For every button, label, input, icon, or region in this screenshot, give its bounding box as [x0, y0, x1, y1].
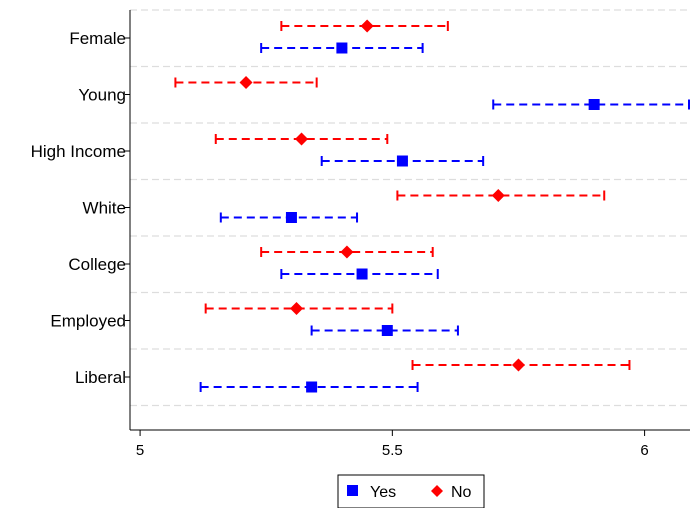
- point-yes-white: [285, 212, 297, 223]
- legend-label-no: No: [451, 484, 472, 501]
- axes: [129, 10, 690, 431]
- series-yes: [199, 42, 690, 393]
- series-no: [174, 19, 631, 372]
- x-ticks: 5 5.5 6: [136, 430, 649, 459]
- category-label-female: Female: [69, 29, 126, 48]
- category-label-college: College: [68, 255, 126, 274]
- legend-box: [337, 474, 485, 509]
- category-label-liberal: Liberal: [75, 368, 126, 387]
- point-yes-high-income: [396, 155, 408, 167]
- legend-label-yes: Yes: [370, 484, 396, 501]
- point-yes-liberal: [306, 381, 318, 393]
- series: [174, 19, 690, 393]
- x-tick-label: 5: [136, 442, 144, 459]
- legend-marker-no: [431, 485, 443, 497]
- grid-lines: [130, 9, 690, 407]
- legend-marker-yes: [347, 485, 358, 496]
- point-yes-college: [356, 268, 368, 280]
- point-yes-employed: [381, 325, 393, 336]
- point-no-white: [491, 189, 505, 202]
- category-label-young: Young: [78, 86, 126, 105]
- category-label-white: White: [83, 199, 126, 218]
- category-label-employed: Employed: [50, 312, 126, 331]
- point-no-female: [360, 19, 374, 33]
- x-tick-label: 5.5: [382, 442, 403, 459]
- legend: Yes No: [337, 474, 485, 509]
- point-no-liberal: [511, 358, 525, 372]
- point-no-young: [239, 76, 253, 89]
- point-no-employed: [289, 302, 303, 315]
- point-no-college: [340, 245, 354, 259]
- category-labels: Female Young High Income White College Employ…: [31, 29, 130, 387]
- point-yes-female: [336, 42, 348, 54]
- x-tick-label: 6: [640, 442, 648, 459]
- category-label-high-income: High Income: [31, 142, 126, 161]
- point-no-high-income: [295, 132, 309, 146]
- point-yes-young: [588, 99, 600, 110]
